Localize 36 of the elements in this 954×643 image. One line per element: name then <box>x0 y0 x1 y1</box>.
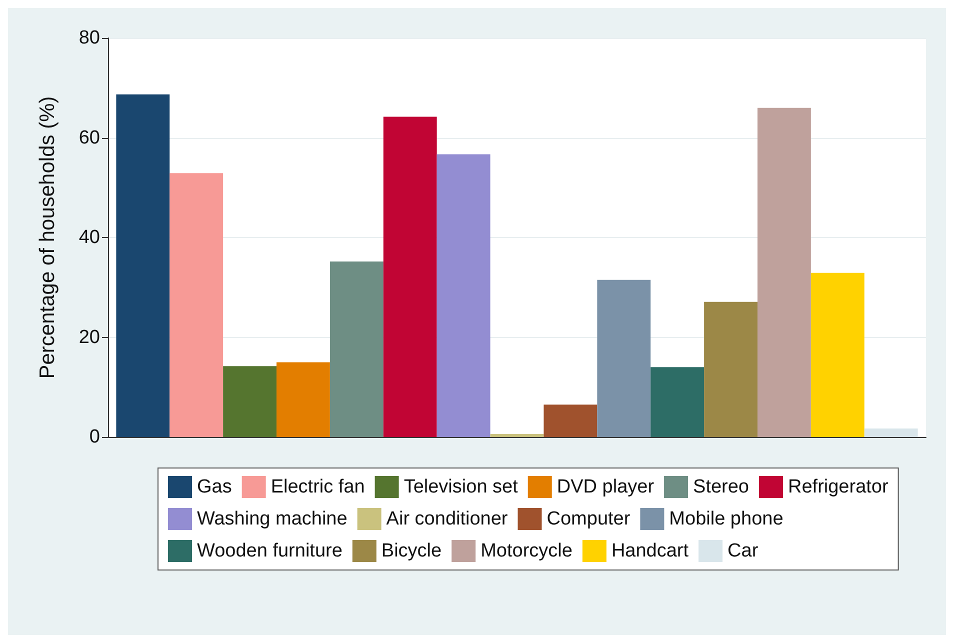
bar <box>383 116 437 437</box>
bar <box>330 261 384 437</box>
bar <box>223 366 277 437</box>
bar <box>116 94 170 437</box>
legend-label: Wooden furniture <box>197 540 342 562</box>
legend-label: Air conditioner <box>386 508 508 530</box>
bar <box>810 272 864 437</box>
y-tick-label: 60 <box>78 127 100 148</box>
bar <box>544 404 598 437</box>
legend-label: Electric fan <box>270 476 365 498</box>
legend-label: Handcart <box>611 540 690 562</box>
legend-label: Washing machine <box>197 508 348 530</box>
bar <box>704 302 758 437</box>
legend-label: Mobile phone <box>669 508 784 530</box>
bar <box>650 367 704 437</box>
y-axis-title: Percentage of households (%) <box>36 96 59 379</box>
bar <box>597 280 651 437</box>
legend-label: Computer <box>546 508 631 530</box>
y-tick-label: 20 <box>78 326 100 348</box>
bar <box>490 434 544 437</box>
legend-label: Television set <box>404 476 519 498</box>
y-tick-label: 0 <box>89 426 100 448</box>
bar <box>436 154 490 437</box>
legend-label: DVD player <box>556 476 655 498</box>
legend-label: Bicycle <box>381 540 442 562</box>
legend-label: Gas <box>197 476 232 498</box>
bar <box>276 362 330 437</box>
bar <box>170 173 224 437</box>
y-tick-label: 80 <box>78 28 100 48</box>
y-tick-label: 40 <box>78 227 100 248</box>
legend-label: Motorcycle <box>480 540 572 562</box>
bar <box>757 108 811 437</box>
legend-label: Refrigerator <box>788 476 889 498</box>
legend-label: Car <box>728 540 759 562</box>
legend-label: Stereo <box>693 476 750 498</box>
bar <box>864 428 918 437</box>
